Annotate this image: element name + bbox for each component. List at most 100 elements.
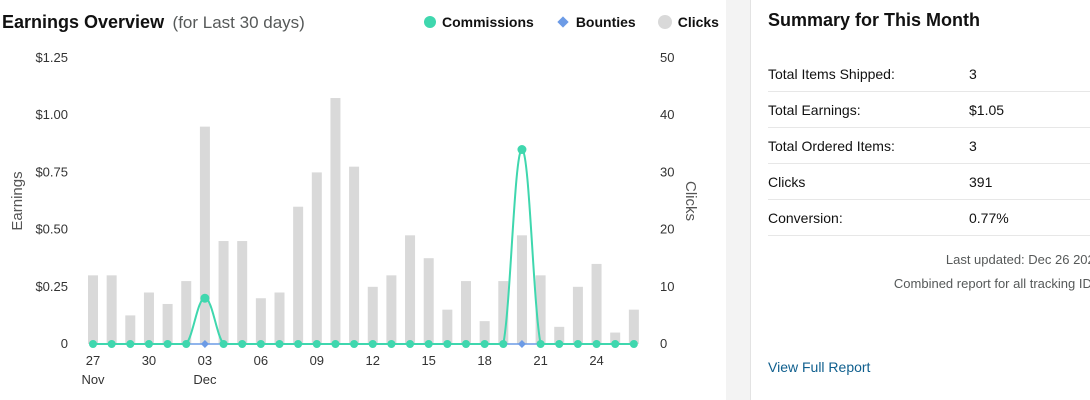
clicks-bar: [293, 206, 304, 344]
chart-legend: Commissions Bounties Clicks: [424, 14, 719, 30]
clicks-bar: [237, 241, 248, 344]
commissions-point: [387, 340, 396, 348]
y-right-tick-label: 40: [660, 107, 674, 122]
commissions-point: [480, 340, 489, 348]
x-tick-label: 27: [86, 353, 100, 368]
commissions-point: [312, 340, 321, 348]
clicks-bar: [311, 172, 322, 344]
commissions-point: [462, 340, 470, 348]
summary-value: 3: [969, 137, 977, 154]
summary-label: Conversion:: [768, 209, 843, 226]
combined-report-note: Combined report for all tracking IDs.: [893, 276, 1090, 291]
x-tick-month-label: Dec: [193, 372, 217, 387]
x-tick-label: 24: [589, 353, 603, 368]
clicks-bar: [330, 98, 341, 344]
y-right-tick-label: 50: [660, 50, 674, 65]
commissions-point: [331, 340, 340, 348]
y-right-tick-label: 30: [660, 164, 674, 179]
commissions-point: [611, 340, 620, 348]
commissions-point: [350, 340, 359, 348]
legend-item-clicks[interactable]: Clicks: [657, 14, 719, 30]
summary-label: Total Items Shipped:: [768, 65, 895, 82]
bounties-point: [200, 340, 209, 348]
legend-label-commissions: Commissions: [442, 14, 534, 30]
legend-label-bounties: Bounties: [575, 14, 636, 30]
x-tick-label: 09: [310, 353, 324, 368]
clicks-bar: [461, 281, 471, 344]
commissions-point: [219, 340, 228, 348]
commissions-point: [126, 340, 135, 348]
legend-item-commissions[interactable]: Commissions: [424, 14, 534, 30]
y-right-tick-label: 20: [660, 222, 674, 237]
summary-label: Total Ordered Items:: [768, 137, 895, 154]
y-left-tick-label: 0: [61, 336, 68, 351]
clicks-bar: [199, 126, 210, 344]
y-right-tick-label: 10: [660, 279, 674, 294]
commissions-point: [406, 340, 415, 348]
x-tick-label: 03: [198, 353, 212, 368]
clicks-bar: [442, 309, 453, 344]
commissions-point: [256, 340, 265, 348]
commissions-point: [238, 340, 247, 348]
summary-label: Clicks: [768, 173, 806, 190]
earnings-chart: 0 $0.25 $0.50 $0.75 $1.00 $1.25 0 10 20 30 40 50 Ear…: [9, 50, 699, 387]
summary-row-ordered-items: Total Ordered Items: 3: [768, 128, 1090, 164]
y-left-tick-label: $0.75: [35, 164, 68, 179]
clicks-bar: [274, 292, 285, 344]
bounties-point: [517, 340, 526, 348]
commissions-point: [536, 340, 545, 348]
clicks-bar: [591, 263, 602, 344]
clicks-bar: [255, 298, 266, 344]
x-tick-label: 06: [254, 353, 268, 368]
clicks-bar: [479, 321, 490, 344]
commissions-point: [555, 340, 564, 348]
commissions-point: [517, 145, 527, 155]
commissions-point: [443, 340, 452, 348]
y-left-axis-title: Earnings: [9, 171, 26, 230]
commissions-point: [573, 340, 582, 348]
commissions-legend-dot-icon: [424, 16, 436, 28]
x-tick-label: 21: [533, 353, 547, 368]
summary-value: 3: [969, 65, 977, 82]
commissions-point: [592, 340, 601, 348]
commissions-point: [89, 340, 97, 348]
legend-label-clicks: Clicks: [677, 14, 719, 30]
x-tick-label: 18: [477, 353, 491, 368]
clicks-legend-dot-icon: [657, 15, 672, 29]
clicks-bar: [218, 241, 229, 344]
x-tick-label: 30: [142, 353, 156, 368]
commissions-line: [92, 148, 634, 346]
clicks-bar: [423, 258, 434, 344]
summary-meta: Last updated: Dec 26 2025 Combined repor…: [894, 248, 1090, 296]
earnings-overview-header: Earnings Overview (for Last 30 days): [2, 12, 305, 33]
view-full-report-link[interactable]: View Full Report: [768, 359, 871, 375]
y-left-tick-label: $0.50: [35, 222, 68, 237]
y-right-tick-label: 0: [660, 336, 667, 351]
clicks-bar: [125, 315, 136, 344]
x-tick-month-label: Nov: [81, 372, 105, 387]
clicks-bar: [554, 326, 565, 344]
x-tick-label: 15: [421, 353, 435, 368]
clicks-bar: [516, 235, 527, 344]
summary-title: Summary for This Month: [768, 10, 981, 30]
commissions-point: [182, 340, 191, 348]
y-left-tick-label: $1.25: [35, 50, 68, 65]
y-left-tick-label: $1.00: [35, 107, 68, 122]
clicks-bar: [181, 281, 192, 344]
summary-row-items-shipped: Total Items Shipped: 3: [768, 56, 1090, 92]
clicks-bar: [106, 275, 117, 344]
summary-row-conversion: Conversion: 0.77%: [768, 200, 1090, 236]
earnings-overview-subtitle: (for Last 30 days): [172, 13, 305, 32]
summary-table: Total Items Shipped: 3 Total Earnings: $…: [768, 56, 1090, 236]
clicks-bar: [498, 281, 509, 344]
earnings-overview-title: Earnings Overview: [2, 12, 165, 32]
clicks-bar: [628, 309, 639, 344]
legend-item-bounties[interactable]: Bounties: [556, 14, 636, 30]
commissions-point: [294, 340, 303, 348]
commissions-point: [629, 340, 638, 348]
clicks-bar: [143, 292, 154, 344]
clicks-bar: [535, 275, 546, 344]
clicks-bar: [162, 303, 173, 344]
summary-panel: Summary for This Month Total Items Shipp…: [750, 0, 1090, 400]
y-right-axis-title: Clicks: [682, 181, 699, 221]
